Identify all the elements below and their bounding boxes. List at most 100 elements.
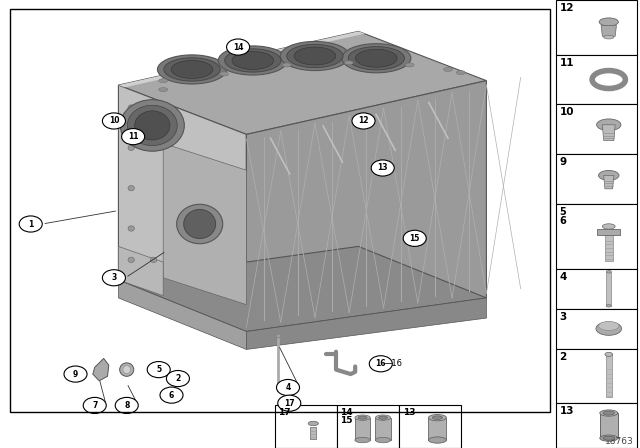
Ellipse shape — [128, 185, 134, 191]
Ellipse shape — [177, 204, 223, 244]
Polygon shape — [118, 280, 246, 349]
Bar — [275, 405, 337, 448]
Bar — [556, 0, 637, 55]
Ellipse shape — [232, 52, 274, 69]
Ellipse shape — [218, 46, 287, 75]
Circle shape — [371, 160, 394, 176]
Text: 7: 7 — [92, 401, 97, 410]
Polygon shape — [310, 426, 317, 439]
Text: 13: 13 — [403, 408, 415, 417]
Bar — [556, 349, 637, 403]
Text: 12: 12 — [559, 3, 574, 13]
Text: 18763: 18763 — [605, 437, 634, 446]
Text: 13: 13 — [559, 406, 574, 416]
Polygon shape — [246, 81, 486, 332]
Ellipse shape — [379, 416, 388, 419]
Ellipse shape — [120, 100, 184, 151]
Ellipse shape — [598, 170, 619, 180]
Bar — [556, 309, 637, 349]
Circle shape — [147, 362, 170, 378]
Text: —16: —16 — [384, 359, 403, 368]
Ellipse shape — [348, 47, 404, 70]
Ellipse shape — [433, 416, 443, 419]
Text: 17: 17 — [284, 399, 294, 408]
Text: 12: 12 — [358, 116, 369, 125]
Ellipse shape — [164, 58, 220, 81]
Circle shape — [369, 356, 392, 372]
Ellipse shape — [596, 119, 621, 131]
Circle shape — [403, 230, 426, 246]
Ellipse shape — [184, 209, 216, 238]
Ellipse shape — [598, 321, 619, 331]
Circle shape — [115, 397, 138, 414]
Ellipse shape — [128, 226, 134, 231]
Ellipse shape — [603, 411, 614, 415]
Ellipse shape — [405, 63, 414, 67]
Ellipse shape — [157, 55, 227, 84]
Polygon shape — [601, 26, 616, 36]
Text: 15: 15 — [410, 234, 420, 243]
Polygon shape — [605, 234, 612, 261]
Ellipse shape — [123, 366, 131, 374]
Ellipse shape — [172, 60, 212, 78]
Polygon shape — [118, 31, 365, 87]
Circle shape — [166, 370, 189, 387]
Text: 6: 6 — [169, 391, 174, 400]
Text: 10: 10 — [109, 116, 119, 125]
Ellipse shape — [596, 322, 621, 335]
Ellipse shape — [355, 437, 371, 443]
Text: 17: 17 — [278, 408, 291, 417]
Ellipse shape — [356, 49, 397, 67]
Ellipse shape — [127, 105, 177, 146]
Text: 15: 15 — [340, 416, 353, 425]
Bar — [556, 204, 637, 269]
Circle shape — [276, 379, 300, 396]
Text: 16: 16 — [376, 359, 386, 368]
Ellipse shape — [355, 415, 371, 420]
Text: 14: 14 — [233, 43, 243, 52]
Polygon shape — [355, 418, 371, 440]
Ellipse shape — [429, 437, 447, 443]
Ellipse shape — [606, 304, 611, 307]
Ellipse shape — [128, 257, 134, 263]
Polygon shape — [606, 271, 611, 306]
Ellipse shape — [128, 105, 134, 110]
Ellipse shape — [308, 421, 319, 426]
Text: 4: 4 — [559, 272, 567, 282]
Bar — [556, 403, 637, 448]
Ellipse shape — [150, 118, 157, 124]
Ellipse shape — [376, 415, 391, 420]
Ellipse shape — [150, 257, 157, 263]
Bar — [337, 405, 399, 448]
Text: 9: 9 — [559, 157, 566, 167]
Circle shape — [102, 113, 125, 129]
Ellipse shape — [429, 414, 447, 421]
Ellipse shape — [159, 79, 168, 83]
Polygon shape — [118, 85, 246, 332]
Text: 5: 5 — [156, 365, 161, 374]
Ellipse shape — [600, 435, 618, 441]
Text: 10: 10 — [559, 108, 574, 117]
Bar — [556, 269, 637, 309]
Polygon shape — [163, 143, 246, 305]
Ellipse shape — [599, 18, 618, 26]
Polygon shape — [246, 298, 486, 349]
Polygon shape — [376, 418, 391, 440]
Ellipse shape — [358, 416, 367, 419]
Polygon shape — [604, 175, 614, 189]
Ellipse shape — [602, 224, 615, 229]
Text: 6: 6 — [559, 216, 566, 226]
Ellipse shape — [280, 41, 349, 70]
Circle shape — [83, 397, 106, 414]
Text: 1: 1 — [28, 220, 33, 228]
Polygon shape — [118, 246, 486, 332]
Text: 5: 5 — [559, 207, 566, 217]
Ellipse shape — [159, 87, 168, 91]
Text: 2: 2 — [175, 374, 180, 383]
Bar — [556, 154, 637, 204]
Ellipse shape — [456, 70, 465, 74]
Text: 13: 13 — [378, 164, 388, 172]
Circle shape — [19, 216, 42, 232]
Circle shape — [227, 39, 250, 55]
Circle shape — [160, 387, 183, 403]
